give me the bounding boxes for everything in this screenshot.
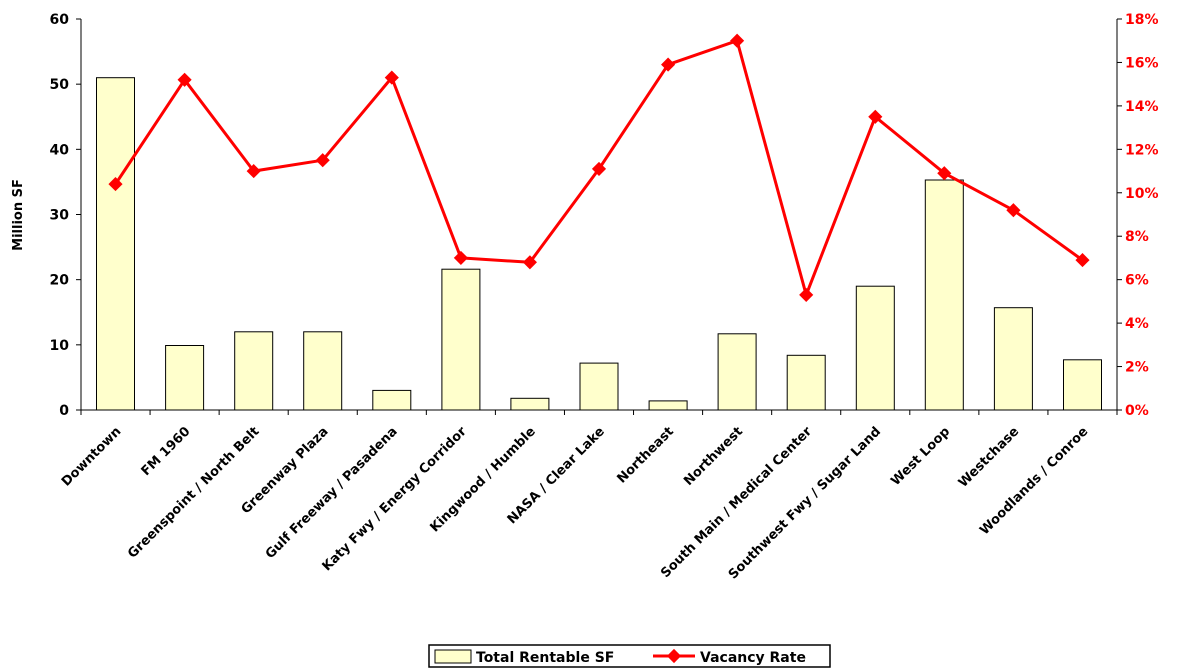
y-left-tick-label: 0 xyxy=(59,403,69,419)
bar-5 xyxy=(441,268,481,411)
bar-9 xyxy=(717,333,757,411)
y-right-tick-label: 16% xyxy=(1125,55,1159,71)
bar-series xyxy=(96,77,1102,411)
bar-7 xyxy=(579,362,619,411)
y-left-tick-label: 50 xyxy=(50,77,70,93)
bar-3 xyxy=(303,331,343,411)
bar-1 xyxy=(165,345,205,411)
vacancy-point-2 xyxy=(246,164,261,179)
line-series xyxy=(108,33,1090,302)
y-right-tick-label: 6% xyxy=(1125,273,1149,289)
y-left-tick-label: 40 xyxy=(50,142,70,158)
y-left-tick-label: 20 xyxy=(50,273,70,289)
vacancy-point-6 xyxy=(522,255,537,270)
vacancy-point-7 xyxy=(591,161,607,176)
bar-4 xyxy=(372,389,412,411)
bar-13 xyxy=(993,307,1033,411)
vacancy-point-9 xyxy=(730,33,745,48)
bar-10 xyxy=(786,354,826,411)
y-right-tick-label: 14% xyxy=(1125,99,1159,115)
legend: Total Rentable SF Vacancy Rate xyxy=(428,644,831,668)
y-right-tick-label: 2% xyxy=(1125,360,1149,376)
bar-0 xyxy=(96,77,135,411)
vacancy-point-13 xyxy=(1006,203,1021,218)
y-right-tick-label: 8% xyxy=(1125,229,1149,245)
vacancy-point-12 xyxy=(937,166,952,181)
y-right-tick-label: 10% xyxy=(1125,186,1159,202)
y-left-tick-label: 10 xyxy=(50,338,70,354)
bar-2 xyxy=(234,331,274,411)
y-left-tick-label: 60 xyxy=(50,12,70,28)
y-right-tick-label: 18% xyxy=(1125,12,1159,28)
y-right-tick-label: 0% xyxy=(1125,403,1149,419)
vacancy-point-4 xyxy=(384,70,399,85)
y-right-tick-label: 12% xyxy=(1125,142,1159,158)
vacancy-point-10 xyxy=(799,287,814,302)
vacancy-point-3 xyxy=(315,153,330,168)
y-left-tick-label: 30 xyxy=(50,208,70,224)
vacancy-point-8 xyxy=(661,57,676,72)
legend-label-vacancy-rate: Vacancy Rate xyxy=(700,650,806,666)
bar-6 xyxy=(510,397,550,411)
axes: 0 10 20 30 40 50 60 0% 2% 4% 6% 8% 10% 12% 14% 16% 18% xyxy=(50,12,1159,419)
vacancy-point-5 xyxy=(453,250,468,265)
vacancy-point-14 xyxy=(1075,253,1090,268)
legend-box xyxy=(428,644,831,668)
y-axis-title: Million SF xyxy=(11,179,26,251)
legend-marker-vacancy-rate xyxy=(666,648,682,664)
bar-8 xyxy=(648,400,688,411)
bar-12 xyxy=(924,179,964,411)
bar-14 xyxy=(1063,359,1102,411)
legend-swatch-total-rentable-sf xyxy=(434,649,472,664)
y-right-tick-label: 4% xyxy=(1125,316,1149,332)
vacancy-point-11 xyxy=(868,109,883,124)
bar-11 xyxy=(855,285,895,411)
legend-label-total-rentable-sf: Total Rentable SF xyxy=(476,650,614,666)
